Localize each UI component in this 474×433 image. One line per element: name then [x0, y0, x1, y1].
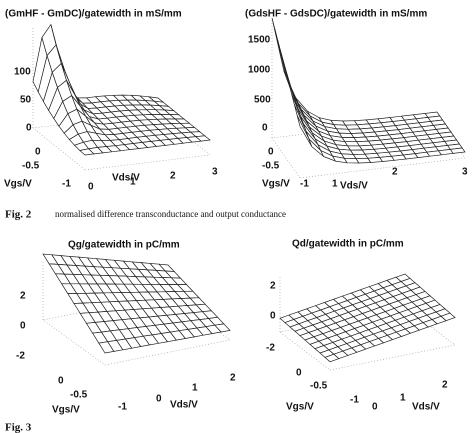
panel-title: Qd/gatewidth in pC/mm [292, 239, 404, 250]
vgs-tick-label: 0 [35, 147, 41, 158]
panel-title: Qg/gatewidth in pC/mm [68, 240, 180, 251]
mesh-cell [195, 135, 211, 142]
panel-title: (GmHF - GmDC)/gatewidth in mS/mm [5, 9, 182, 20]
z-tick-label: 50 [20, 95, 32, 106]
vds-axis-label: Vds/V [170, 400, 198, 411]
vds-axis-label: Vds/V [340, 181, 368, 192]
vds-tick-label: 1 [192, 383, 198, 394]
surface-mesh [42, 253, 231, 366]
axis-box [279, 306, 456, 371]
vgs-axis-label: Vgs/V [52, 405, 80, 416]
vds-axis-label: Vds/V [412, 402, 440, 413]
vds-tick-label: 0 [88, 182, 94, 193]
vds-tick-label: 2 [442, 380, 448, 391]
z-tick-label: -2 [16, 351, 25, 362]
caption-label: Fig. 2 [5, 209, 32, 221]
vds-tick-label: 0 [372, 402, 378, 413]
vds-tick-label: 0 [156, 394, 162, 405]
vgs-tick-label: 0 [58, 376, 64, 387]
vgs-tick-label: -1 [300, 179, 309, 190]
z-tick-label: 0 [270, 311, 276, 322]
z-tick-label: 0 [26, 123, 32, 134]
vds-tick-label: 1 [130, 177, 136, 188]
z-tick-label: 1500 [248, 35, 271, 46]
z-tick-label: 2 [20, 291, 26, 302]
surfaces [32, 17, 466, 371]
vds-tick-label: 3 [212, 167, 218, 178]
mesh-cell [449, 147, 466, 154]
z-tick-label: 100 [14, 67, 31, 78]
z-tick-label: 0 [20, 321, 26, 332]
mesh-cell [214, 323, 231, 333]
mesh-cell [440, 312, 456, 322]
vds-tick-label: 2 [170, 171, 176, 182]
panel-title: (GdsHF - GdsDC)/gatewidth in mS/mm [245, 9, 427, 20]
vds-tick-label: 1 [400, 393, 406, 404]
vgs-tick-label: 0 [296, 368, 302, 379]
surface-mesh [32, 23, 211, 171]
vgs-axis-label: Vgs/V [286, 402, 314, 413]
vds-axis-label: Vds/V [112, 173, 140, 184]
z-tick-label: 1000 [248, 65, 271, 76]
vgs-axis-label: Vgs/V [4, 179, 32, 190]
vgs-tick-label: -1 [62, 179, 71, 190]
labels: (GmHF - GmDC)/gatewidth in mS/mm1005000-… [4, 9, 468, 433]
vgs-tick-label: -0.5 [310, 381, 328, 392]
vgs-tick-label: -0.5 [22, 161, 40, 172]
caption: normalised difference transconductance a… [55, 209, 286, 219]
vgs-axis-label: Vgs/V [262, 179, 290, 190]
vds-tick-label: 1 [332, 179, 338, 190]
caption-label: Fig. 3 [5, 422, 32, 433]
surface-mesh [279, 273, 456, 371]
surface-mesh [271, 17, 466, 179]
vgs-tick-label: -0.5 [262, 161, 280, 172]
z-tick-label: 500 [254, 95, 271, 106]
vds-tick-label: 2 [230, 373, 236, 384]
z-tick-label: -2 [266, 343, 275, 354]
vgs-tick-label: -1 [350, 395, 359, 406]
z-tick-label: 2 [270, 281, 276, 292]
vgs-tick-label: -0.5 [70, 390, 88, 401]
vgs-tick-label: 0 [268, 147, 274, 158]
z-tick-label: 0 [262, 123, 268, 134]
vds-tick-label: 2 [392, 167, 398, 178]
vds-tick-label: 3 [462, 167, 468, 178]
vgs-tick-label: -1 [118, 402, 127, 413]
